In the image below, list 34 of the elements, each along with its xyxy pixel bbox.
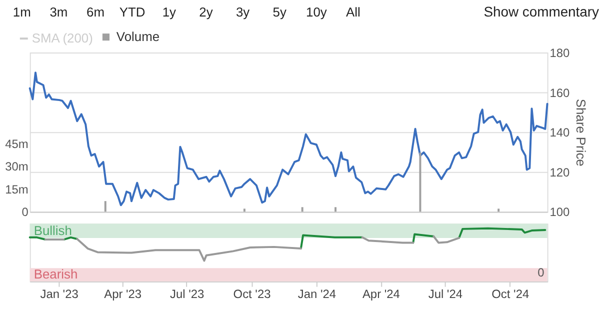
- text: YTD: [119, 4, 146, 20]
- x-tick-label: Oct '24: [492, 286, 530, 301]
- text: 1y: [162, 4, 177, 20]
- text: All: [346, 4, 360, 20]
- y-tick-label: 100: [550, 205, 570, 220]
- band-label: Bearish: [34, 266, 78, 282]
- y-tick-label: 120: [550, 165, 570, 180]
- text: 6m: [86, 4, 104, 20]
- line-series: [28, 72, 548, 206]
- x-tick-label: Jan '23: [40, 286, 79, 301]
- text: 1m: [12, 4, 31, 20]
- y2-tick-label: 0: [22, 205, 29, 220]
- x-tick-label: Apr '23: [104, 286, 142, 301]
- text: Show commentary: [484, 4, 600, 20]
- text: 5y: [272, 4, 287, 20]
- y-tick-label: 180: [550, 46, 570, 60]
- x-tick-label: Jan '24: [298, 286, 336, 301]
- text: 2y: [199, 4, 214, 20]
- annotation: 0: [538, 265, 545, 280]
- y2-tick-label: 30m: [5, 160, 28, 174]
- x-tick-label: Jul '23: [170, 286, 204, 301]
- text: 10y: [306, 4, 328, 20]
- text: 3y: [236, 4, 250, 20]
- x-tick-label: Oct '23: [233, 286, 272, 301]
- y-tick-label: 140: [550, 126, 570, 140]
- text: 3m: [50, 4, 68, 20]
- y-tick-label: 160: [550, 86, 570, 100]
- band-label: Bullish: [34, 222, 72, 238]
- legend-label: Volume: [116, 29, 160, 44]
- y2-tick-label: 45m: [5, 136, 28, 151]
- y2-tick-label: 15m: [5, 182, 28, 196]
- x-tick-label: Jul '24: [428, 286, 463, 301]
- y-axis-title: Share Price: [574, 98, 589, 166]
- x-tick-label: Apr '24: [362, 286, 400, 301]
